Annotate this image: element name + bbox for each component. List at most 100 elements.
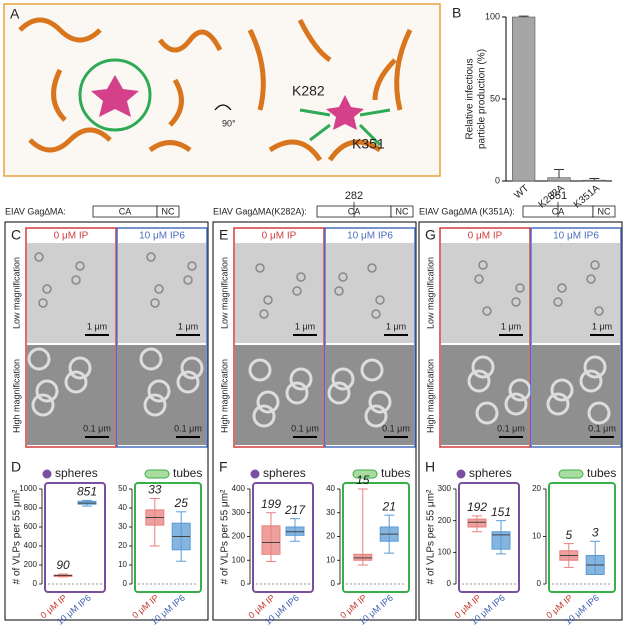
chart-frame: [134, 482, 202, 593]
scale-bar-label: 1 μm: [295, 321, 315, 331]
mean-label: 217: [284, 503, 306, 517]
y-tick-label: 300: [438, 484, 452, 493]
particle: [504, 392, 528, 416]
mean-label: 3: [592, 525, 599, 539]
y-tick-label: 20: [118, 541, 127, 550]
site-label: 282: [345, 190, 363, 202]
y-tick-label: 100: [438, 547, 452, 556]
y-tick-label: 0: [33, 579, 38, 588]
y-tick-label: 30: [118, 522, 127, 531]
y-tick-label: 1000: [19, 484, 37, 493]
mean-label: 21: [382, 499, 396, 513]
rotation-arrow: [214, 104, 232, 111]
panel-label: A: [10, 6, 20, 22]
particle: [375, 295, 385, 305]
particle: [478, 260, 488, 270]
particle: [471, 355, 495, 379]
scale-bar-label: 0.1 μm: [497, 423, 525, 433]
particle: [176, 370, 200, 394]
condition-frame: [439, 227, 531, 448]
row-label: High magnification: [425, 359, 435, 433]
scale-bar-label: 0.1 μm: [382, 423, 410, 433]
error-bar: [589, 178, 600, 181]
nc-domain: [156, 205, 180, 218]
condition-label: 0 μM IP: [54, 231, 89, 242]
row-label: Low magnification: [11, 257, 21, 329]
panel-label: H: [425, 459, 435, 475]
particle: [180, 356, 204, 380]
y-tick-label: 40: [326, 484, 335, 493]
particle: [27, 347, 51, 371]
particle: [550, 378, 574, 402]
particle: [252, 404, 276, 428]
y-tick-label: 40: [118, 503, 127, 512]
y-tick-label: 20: [532, 484, 541, 493]
particle: [255, 263, 265, 273]
error-bar: [518, 15, 529, 17]
particle: [553, 297, 563, 307]
chart-frame: [44, 482, 106, 593]
particle: [511, 297, 521, 307]
particle: [147, 379, 171, 403]
particle: [474, 274, 484, 284]
scale-bar-label: 0.1 μm: [588, 423, 616, 433]
title-icon: [456, 469, 466, 479]
micrograph: [441, 243, 529, 343]
particle: [331, 367, 355, 391]
particle: [327, 381, 351, 405]
particle: [71, 275, 81, 285]
particle: [594, 306, 604, 316]
box: [261, 525, 281, 555]
scale-bar-label: 1 μm: [178, 321, 198, 331]
particle: [64, 370, 88, 394]
y-tick-label: 0: [123, 579, 128, 588]
chart-title: tubes: [587, 466, 616, 480]
scale-bar-label: 1 μm: [501, 321, 521, 331]
particle: [263, 295, 273, 305]
micrograph: [235, 243, 323, 343]
residue-label: K351: [352, 136, 385, 152]
error-bar: [554, 169, 564, 178]
particle: [590, 260, 600, 270]
micrograph: [118, 243, 206, 343]
condition-label: 0 μM IP: [468, 231, 503, 242]
structure-ribbons: [18, 17, 413, 162]
particle: [68, 356, 92, 380]
particle: [338, 272, 348, 282]
y-tick-label: 300: [232, 508, 246, 517]
construct-label: EIAV Gag∆MA(K282A):: [213, 206, 307, 216]
row-label: High magnification: [219, 359, 229, 433]
y-axis-label: # of VLPs per 55 μm²: [220, 489, 231, 584]
panel-label: E: [219, 227, 228, 243]
title-icon: [144, 469, 170, 479]
condition-frame: [324, 227, 416, 448]
side-chains: [78, 58, 391, 147]
particle: [579, 369, 603, 393]
box: [491, 531, 511, 550]
box: [353, 553, 373, 561]
box: [285, 526, 305, 536]
y-tick-label: 800: [24, 503, 38, 512]
y-tick-label: 400: [24, 541, 38, 550]
particle: [367, 263, 377, 273]
chart-title: spheres: [55, 466, 98, 480]
chart-title: spheres: [263, 466, 306, 480]
title-icon: [558, 469, 584, 479]
ip6-density: [326, 95, 364, 130]
scale-bar-label: 1 μm: [592, 321, 612, 331]
chart-frame: [458, 482, 520, 593]
ip6-density: [91, 75, 139, 117]
rotation-label: 90°: [222, 118, 236, 128]
condition-label: 10 μM IP6: [347, 231, 393, 242]
column-frame: [4, 221, 209, 621]
micrograph: [532, 243, 620, 343]
chart-title: tubes: [381, 466, 410, 480]
row-label: Low magnification: [219, 257, 229, 329]
particle: [146, 252, 156, 262]
scale-bar-label: 1 μm: [87, 321, 107, 331]
y-tick-label: 100: [485, 11, 500, 21]
particle: [256, 390, 280, 414]
bar: [547, 177, 571, 182]
y-tick-label: 200: [438, 516, 452, 525]
y-tick-label: 200: [24, 560, 38, 569]
